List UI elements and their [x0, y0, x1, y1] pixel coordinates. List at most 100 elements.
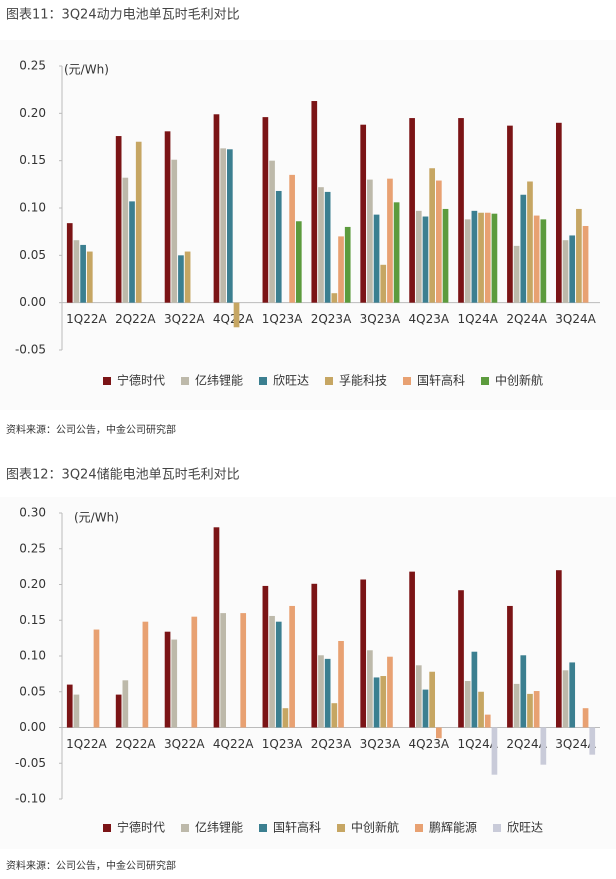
y-tick-label: -0.05: [15, 756, 46, 770]
bar: [380, 676, 387, 728]
x-tick-label: 4Q22A: [213, 737, 254, 751]
x-tick-label: 2Q24A: [506, 312, 547, 326]
x-tick-label: 1Q23A: [262, 737, 303, 751]
legend-label: 亿纬锂能: [195, 373, 243, 388]
x-tick-label: 3Q22A: [164, 312, 205, 326]
x-tick-label: 3Q24A: [555, 312, 596, 326]
bar: [373, 677, 380, 728]
bar: [367, 650, 373, 728]
legend-marker: [415, 824, 423, 832]
bar: [436, 180, 442, 303]
legend-label: 宁德时代: [117, 373, 165, 388]
bar: [142, 621, 149, 728]
bar: [484, 212, 491, 303]
bar: [569, 662, 576, 728]
bar: [458, 590, 464, 728]
bar: [367, 179, 373, 303]
bar: [275, 190, 282, 303]
x-tick-label: 4Q23A: [409, 737, 450, 751]
bar: [582, 708, 589, 728]
legend-marker: [259, 377, 267, 385]
bar: [86, 251, 93, 303]
y-tick-label: -0.10: [15, 792, 46, 806]
bar: [393, 202, 400, 303]
legend-marker: [181, 377, 189, 385]
legend-label: 亿纬锂能: [195, 820, 243, 835]
legend-label: 鹏辉能源: [429, 821, 477, 835]
x-tick-label: 2Q23A: [311, 312, 352, 326]
y-tick-label: 0.20: [19, 577, 46, 591]
bar: [289, 605, 295, 728]
bar: [213, 114, 220, 303]
bar: [387, 656, 393, 728]
bar: [527, 693, 533, 728]
legend-marker: [259, 824, 267, 832]
bar: [484, 714, 491, 728]
legend-label: 中创新航: [495, 373, 543, 388]
x-tick-label: 2Q22A: [115, 312, 156, 326]
legend-marker: [103, 377, 111, 385]
legend-label: 宁德时代: [117, 820, 165, 835]
bar: [533, 691, 540, 728]
bar: [80, 244, 86, 303]
legend-marker: [493, 824, 501, 832]
bar: [409, 118, 415, 303]
bar: [226, 149, 233, 303]
y-tick-label: 0.05: [19, 684, 46, 698]
bar: [262, 585, 269, 728]
y-tick-label: -0.05: [15, 343, 46, 357]
bar: [429, 671, 436, 728]
y-tick-label: 0.15: [19, 613, 46, 627]
x-tick-label: 3Q23A: [360, 737, 401, 751]
bar: [73, 694, 80, 728]
bar: [269, 615, 275, 728]
bar: [589, 727, 596, 755]
bar: [191, 616, 198, 728]
bar: [331, 293, 338, 303]
x-tick-label: 1Q23A: [262, 312, 303, 326]
panel: [0, 40, 616, 410]
bar: [491, 213, 498, 303]
bar: [184, 251, 191, 303]
x-tick-label: 3Q23A: [360, 312, 401, 326]
y-tick-label: 0.10: [19, 649, 46, 663]
panel: [0, 497, 616, 849]
bar: [562, 240, 569, 303]
bar: [527, 181, 533, 303]
source-note: 资料来源：公司公告，中金公司研究部: [6, 859, 176, 872]
bar: [415, 665, 422, 728]
bar: [422, 216, 429, 303]
bar: [289, 174, 295, 303]
x-tick-label: 2Q24A: [506, 737, 547, 751]
bar: [464, 681, 471, 728]
bar: [491, 727, 498, 775]
legend-label: 欣旺达: [507, 821, 543, 835]
bar: [331, 703, 338, 728]
legend-marker: [403, 377, 411, 385]
y-tick-label: 0.25: [19, 541, 46, 555]
bar: [507, 605, 513, 728]
chart-title: 图表11：3Q24动力电池单瓦时毛利对比: [6, 8, 240, 23]
x-tick-label: 2Q23A: [311, 737, 352, 751]
bar: [282, 708, 289, 728]
bar: [471, 651, 478, 728]
bar: [562, 670, 569, 728]
bar: [464, 219, 471, 303]
bar: [442, 208, 449, 303]
bar: [409, 571, 415, 728]
bar: [311, 101, 318, 303]
legend-label: 国轩高科: [417, 373, 465, 388]
legend-label: 欣旺达: [273, 374, 309, 388]
bar: [360, 124, 367, 303]
x-tick-label: 4Q22A: [213, 312, 254, 326]
bar: [311, 583, 318, 728]
bar: [295, 221, 302, 303]
bar: [429, 168, 436, 303]
bar: [122, 177, 129, 303]
bar: [66, 684, 73, 728]
x-tick-label: 4Q23A: [409, 312, 450, 326]
bar: [73, 240, 80, 303]
legend-label: 国轩高科: [273, 820, 321, 835]
bar: [471, 210, 478, 303]
